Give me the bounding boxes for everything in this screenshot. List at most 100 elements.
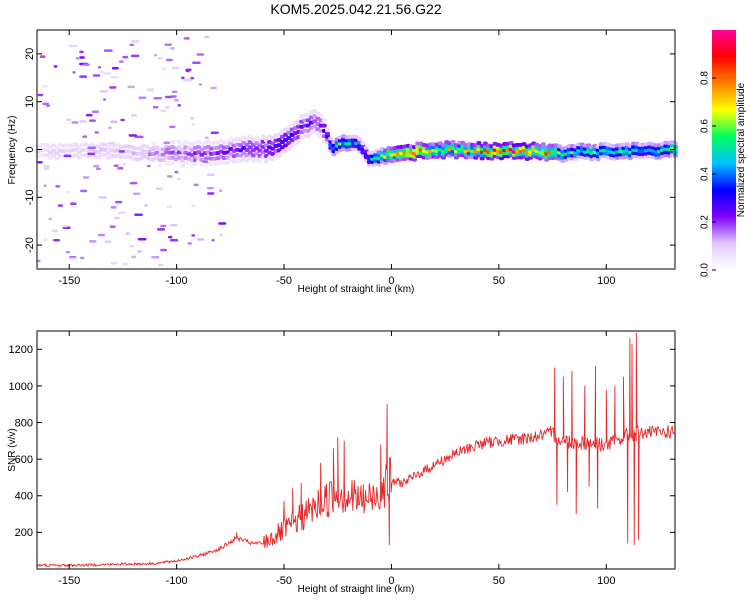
spectrogram-noise-cell [63, 154, 72, 158]
spectrogram-noise-cell [87, 146, 96, 149]
snr-plot-area [37, 331, 675, 569]
snr-y-tick-label: 1200 [9, 344, 33, 356]
spectrogram-cell [247, 155, 253, 160]
spectrogram-x-tick-label: 100 [597, 275, 615, 287]
spectrogram-noise-cell [164, 43, 172, 46]
spectrogram-noise-cell [110, 76, 120, 79]
spectrogram-noise-cell [204, 136, 209, 140]
spectrogram-noise-cell [43, 239, 48, 242]
spectrogram-cell [192, 161, 198, 166]
spectrogram-noise-cell [98, 196, 108, 199]
spectrogram-noise-cell [165, 147, 171, 151]
spectrogram-cell [196, 155, 202, 160]
spectrogram-cell [73, 147, 79, 152]
colorbar: 0.0 0.2 0.4 0.6 0.8 Normalized spectral ampl… [700, 30, 747, 277]
snr-x-tick-label: 0 [388, 575, 394, 587]
spectrogram-cell [157, 163, 163, 168]
spectrogram-y-tick-label: 20 [24, 48, 36, 60]
snr-panel: -150 -100 -50 0 50 100 200 400 600 800 1000 1200 H… [7, 330, 676, 595]
spectrogram-noise-cell [122, 163, 127, 166]
spectrogram-noise-cell [113, 164, 119, 167]
spectrogram-cell [383, 161, 388, 166]
spectrogram-cell [105, 155, 111, 160]
spectrogram-cell [54, 156, 60, 161]
spectrogram-cell [247, 145, 253, 150]
spectrogram-noise-cell [70, 202, 77, 206]
spectrogram-cell [180, 164, 185, 169]
spectrogram-noise-cell [166, 58, 173, 62]
spectrogram-noise-cell [91, 110, 99, 114]
spectrogram-noise-cell [51, 229, 59, 233]
spectrogram-noise-cell [129, 181, 138, 185]
spectrogram-x-tick-label: -100 [166, 275, 188, 287]
spectrogram-y-tick-label: -10 [24, 189, 36, 205]
spectrogram-cell [325, 128, 330, 133]
spectrogram-noise-cell [193, 159, 197, 162]
spectrogram-cell [263, 159, 269, 164]
spectrogram-noise-cell [192, 61, 201, 65]
spectrogram-noise-cell [207, 192, 215, 195]
spectrogram-noise-cell [169, 125, 176, 129]
spectrogram-noise-cell [117, 211, 126, 215]
colorbar-ticks: 0.0 0.2 0.4 0.6 0.8 [700, 71, 716, 277]
spectrogram-noise-cell [118, 150, 125, 153]
spectrogram-noise-cell [68, 44, 78, 48]
spectrogram-cell [51, 143, 57, 148]
spectrogram-noise-cell [98, 66, 102, 69]
spectrogram-cell [270, 136, 276, 141]
spectrogram-noise-cell [181, 76, 185, 80]
spectrogram-cell [238, 148, 243, 153]
spectrogram-noise-cell [129, 43, 135, 47]
snr-y-tick-label: 200 [15, 527, 33, 539]
spectrogram-x-ticks: -150 -100 -50 0 50 100 [58, 30, 615, 287]
spectrogram-noise-cell [43, 167, 49, 171]
spectrogram-cell [312, 114, 318, 119]
spectrogram-noise-cell [171, 90, 178, 94]
spectrogram-noise-cell [65, 118, 72, 121]
spectrogram-noise-cell [152, 105, 159, 109]
spectrogram-cell [254, 151, 260, 156]
spectrogram-noise-cell [160, 224, 167, 228]
spectrogram-noise-cell [37, 259, 41, 263]
spectrogram-noise-cell [66, 190, 71, 194]
spectrogram-noise-cell [128, 134, 138, 137]
spectrogram-noise-cell [146, 89, 155, 92]
spectrogram-noise-cell [209, 86, 218, 90]
spectrogram-x-tick-label: -150 [58, 275, 80, 287]
spectrogram-cell [376, 162, 382, 167]
spectrogram-cell [144, 144, 150, 149]
spectrogram-noise-cell [42, 102, 50, 106]
spectrogram-noise-cell [190, 117, 195, 120]
spectrogram-noise-cell [110, 120, 118, 124]
spectrogram-noise-cell [130, 40, 140, 43]
spectrogram-cell [102, 147, 108, 152]
spectrogram-noise-cell [138, 96, 147, 100]
spectrogram-noise-cell [72, 71, 76, 74]
spectrogram-cell [244, 153, 250, 158]
spectrogram-cell [238, 158, 243, 163]
spectrogram-cell [254, 146, 260, 151]
snr-x-tick-label: 100 [597, 575, 615, 587]
spectrogram-noise-cell [85, 113, 93, 117]
spectrogram-cell [238, 143, 243, 148]
spectrogram-noise-cell [79, 56, 85, 59]
spectrogram-noise-cell [37, 93, 44, 97]
spectrogram-y-tick-label: -20 [24, 237, 36, 253]
spectrogram-noise-cell [155, 187, 163, 191]
spectrogram-noise-cell [79, 120, 87, 123]
spectrogram-cell [363, 145, 369, 150]
spectrogram-noise-cell [127, 85, 135, 89]
spectrogram-noise-cell [204, 157, 213, 160]
figure-title: KOM5.2025.042.21.56.G22 [270, 1, 441, 17]
spectrogram-noise-cell [134, 213, 143, 216]
spectrogram-noise-cell [93, 164, 99, 168]
spectrogram-cell [321, 123, 327, 128]
spectrogram-noise-cell [82, 135, 88, 138]
spectrogram-cell [170, 139, 176, 144]
spectrogram-noise-cell [102, 98, 107, 101]
spectrogram-noise-cell [144, 204, 148, 207]
spectrogram-y-ticks: -20 -10 0 10 20 [24, 48, 675, 253]
spectrogram-noise-cell [169, 223, 178, 227]
spectrogram-noise-cell [53, 65, 58, 68]
